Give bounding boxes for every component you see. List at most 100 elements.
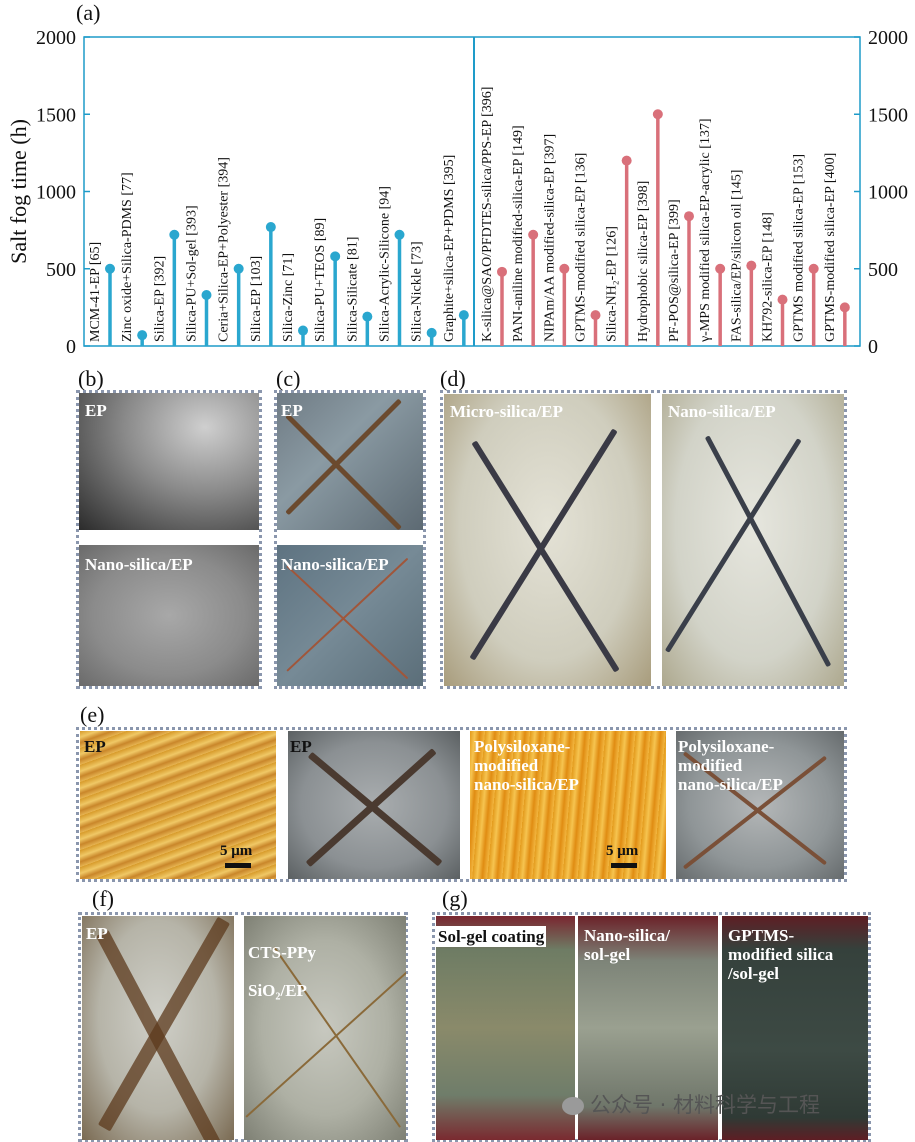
lollipop-label: Hydrophobic silica-EP [398] [636, 181, 651, 342]
lollipop-label: GPTMS modified silica-EP [153] [792, 154, 807, 342]
lollipop-head [233, 263, 244, 274]
y-tick-label-right: 500 [868, 259, 898, 281]
panel-f-right-label: CTS-PPy SiO₂/EP [248, 924, 316, 1019]
lollipop-label: Silica-Nickle [73] [410, 241, 425, 342]
lollipop-head [137, 330, 148, 341]
panel-c-bottom-label: Nano-silica/EP [281, 555, 389, 574]
panel-e-ep-micro-photo: EP 5 μm [80, 731, 276, 879]
lollipop-label: PF-POS@silica-EP [399] [667, 199, 682, 342]
panel-c-top-label: EP [281, 401, 303, 420]
panel-e-poly-scratch-photo: Polysiloxane- modified nano-silica/EP [676, 731, 844, 879]
lollipop-head [497, 266, 507, 277]
lollipop-head [528, 229, 539, 240]
panel-d-left-label: Micro-silica/EP [450, 402, 563, 421]
lollipop-head [684, 211, 694, 222]
panel-g-img2-label: Nano-silica/ sol-gel [584, 926, 670, 964]
panel-g-nanosilica-photo: Nano-silica/ sol-gel [578, 916, 718, 1140]
panel-f-frame [78, 912, 408, 1142]
y-tick-label-right: 1000 [868, 182, 908, 204]
panel-d-right-label: Nano-silica/EP [668, 402, 776, 421]
panel-e-poly-micro-photo: Polysiloxane- modified nano-silica/EP 5 … [470, 731, 666, 879]
lollipop-label: Ceria+Silica-EP+Polyester [394] [217, 157, 232, 342]
panel-e-scale2-text: 5 μm [606, 843, 639, 859]
panel-b-frame [76, 390, 262, 689]
panel-f-left-label: EP [86, 924, 108, 943]
panel-b-bottom-label: Nano-silica/EP [85, 555, 193, 574]
panel-f-ctsppy-photo: CTS-PPy SiO₂/EP [244, 916, 406, 1140]
panel-e-img2-label: EP [290, 737, 312, 756]
lollipop-head [362, 311, 373, 322]
lollipop-head [715, 263, 726, 274]
panel-f-right-label-line1: CTS-PPy [248, 943, 316, 962]
panel-label-e: (e) [80, 702, 105, 727]
panel-f-ep-photo: EP [82, 916, 234, 1140]
lollipop-label: KH792-silica-EP [148] [761, 212, 776, 342]
panel-b-nano-photo: Nano-silica/EP [79, 545, 259, 686]
lollipop-head [169, 229, 180, 240]
lollipop-label: GPTMS-modified silica-EP [400] [823, 153, 838, 342]
watermark-text: 公众号 · 材料科学与工程 [590, 1093, 821, 1117]
lollipop-head [746, 260, 757, 271]
panel-e-scale1-text: 5 μm [220, 843, 253, 859]
watermark: 公众号 · 材料科学与工程 [562, 1089, 820, 1119]
lollipop-head [201, 290, 212, 301]
lollipop-label: K-silica@SAO/PFDTES-silica/PPS-EP [396] [480, 87, 495, 342]
panel-label-d: (d) [440, 366, 466, 391]
lollipop-head [330, 251, 341, 262]
panel-e-img4-label: Polysiloxane- modified nano-silica/EP [678, 737, 783, 794]
lollipop-head [839, 302, 850, 313]
lollipop-label: GPTMS-modified silica-EP [136] [574, 153, 589, 342]
lollipop-head [458, 310, 469, 321]
panel-d-nano-photo: Nano-silica/EP [662, 394, 844, 686]
panel-g-img3-label: GPTMS- modified silica /sol-gel [728, 926, 834, 983]
lollipop-label: NIPAm/AA modified-silica-EP [397] [542, 134, 557, 342]
panel-e-ep-scratch-photo: EP [288, 731, 460, 879]
y-axis-label: Salt fog time (h) [6, 119, 31, 264]
lollipop-head [426, 327, 437, 338]
lollipop-label: Silica-PU+TEOS [89] [313, 218, 328, 342]
lollipop-label: Silica-Acrylic-Silicone [94] [378, 186, 393, 342]
lollipop-head [394, 229, 405, 240]
panel-d-frame [440, 390, 847, 689]
panel-b-ep-photo: EP [79, 393, 259, 530]
salt-fog-chart: 0 0 500 500 1000 1000 1500 1500 2000 2000 Salt fog… [6, 27, 908, 358]
panel-c-frame [274, 390, 426, 689]
lollipop-head [777, 294, 788, 305]
lollipop-label: Silica-EP [392] [152, 256, 167, 342]
lollipop-label: Silica-PU+Sol-gel [393] [185, 205, 200, 342]
lollipop-label: Silica-Silicate [81] [345, 237, 360, 342]
y-tick-label-left: 0 [66, 336, 76, 358]
panel-g-solgel-photo: Sol-gel coating [436, 916, 575, 1140]
panel-label-c: (c) [276, 366, 301, 391]
panel-label-g: (g) [442, 886, 468, 911]
y-tick-label-right: 0 [868, 336, 878, 358]
lollipop-head [590, 310, 601, 321]
panel-c-ep-photo: EP [277, 393, 423, 530]
y-tick-label-right: 1500 [868, 104, 908, 126]
lollipop-label: Silica-EP [103] [249, 256, 264, 342]
lollipop-head [298, 325, 308, 336]
lollipop-head [265, 222, 276, 233]
lollipop-label: γ-MPS modified silica-EP-acrylic [137] [698, 118, 713, 343]
lollipop-label: Silica-Zinc [71] [281, 253, 296, 342]
lollipop-label: Graphite+silica-EP+PDMS [395] [442, 155, 457, 342]
panel-g-img1-label: Sol-gel coating [436, 926, 547, 947]
panel-e-img3-label: Polysiloxane- modified nano-silica/EP [474, 737, 579, 794]
panel-e-img1-label: EP [84, 737, 106, 756]
panel-c-nano-photo: Nano-silica/EP [277, 545, 423, 686]
panel-e-scale2-bar [611, 863, 637, 868]
lollipop-label: Silica-NH₂-EP [126] [605, 226, 620, 342]
lollipop-head [621, 155, 632, 166]
panel-g-gptms-photo: GPTMS- modified silica /sol-gel [722, 916, 868, 1140]
wechat-icon [562, 1097, 584, 1115]
y-tick-label-left: 500 [46, 259, 76, 281]
panel-label-b: (b) [78, 366, 104, 391]
y-tick-label-left: 1500 [36, 104, 76, 126]
panel-e-frame [76, 727, 847, 882]
panel-b-top-label: EP [85, 401, 107, 420]
lollipop-label: FAS-silica/EP/silicon oil [145] [729, 170, 744, 342]
lollipop-head [105, 263, 115, 274]
panel-g-frame [432, 912, 871, 1142]
lollipop-label: MCM-41-EP [65] [88, 242, 103, 342]
y-tick-label-left: 1000 [36, 182, 76, 204]
